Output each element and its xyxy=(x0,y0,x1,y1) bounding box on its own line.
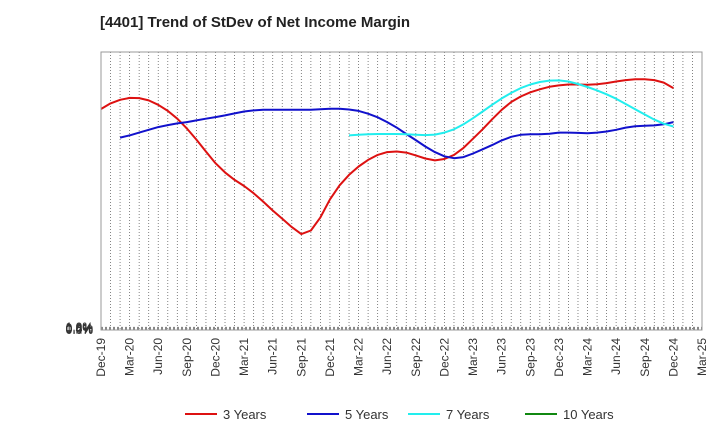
y-tick-label: 1.0% xyxy=(66,320,94,334)
x-tick-label: Mar-23 xyxy=(466,338,480,376)
y-tick-label: 0.8% xyxy=(66,321,94,335)
x-tick-label: Jun-21 xyxy=(266,338,280,375)
x-tick-label: Sep-24 xyxy=(638,338,652,377)
x-tick-label: Jun-20 xyxy=(151,338,165,375)
x-tick-label: Sep-20 xyxy=(180,338,194,377)
x-tick-label: Dec-19 xyxy=(94,338,108,377)
x-tick-label: Dec-24 xyxy=(666,338,680,377)
x-tick-label: Sep-23 xyxy=(523,338,537,377)
legend-label: 3 Years xyxy=(223,407,267,422)
legend-label: 7 Years xyxy=(446,407,490,422)
series-line xyxy=(348,79,674,137)
plot-area xyxy=(101,52,702,330)
y-tick-label: 0.4% xyxy=(66,322,94,336)
x-tick-label: Mar-25 xyxy=(695,338,709,376)
x-tick-label: Dec-22 xyxy=(437,338,451,377)
x-tick-label: Sep-22 xyxy=(409,338,423,377)
x-tick-label: Jun-23 xyxy=(495,338,509,375)
x-tick-label: Mar-20 xyxy=(123,338,137,376)
y-tick-label: 0.6% xyxy=(66,321,94,335)
legend-label: 10 Years xyxy=(563,407,614,422)
x-tick-label: Mar-21 xyxy=(237,338,251,376)
x-tick-label: Sep-21 xyxy=(294,338,308,377)
legend-label: 5 Years xyxy=(345,407,389,422)
x-tick-label: Jun-24 xyxy=(609,338,623,375)
y-tick-label: 0.0% xyxy=(66,323,94,337)
x-tick-label: Jun-22 xyxy=(380,338,394,375)
series-line xyxy=(119,107,674,160)
chart-title: [4401] Trend of StDev of Net Income Marg… xyxy=(100,14,411,31)
x-tick-label: Dec-21 xyxy=(323,338,337,377)
x-tick-label: Mar-24 xyxy=(581,338,595,376)
x-tick-label: Dec-20 xyxy=(208,338,222,377)
x-tick-label: Mar-22 xyxy=(352,338,366,376)
x-tick-label: Dec-23 xyxy=(552,338,566,377)
plot-border xyxy=(100,51,703,331)
y-tick-label: 0.2% xyxy=(66,322,94,336)
